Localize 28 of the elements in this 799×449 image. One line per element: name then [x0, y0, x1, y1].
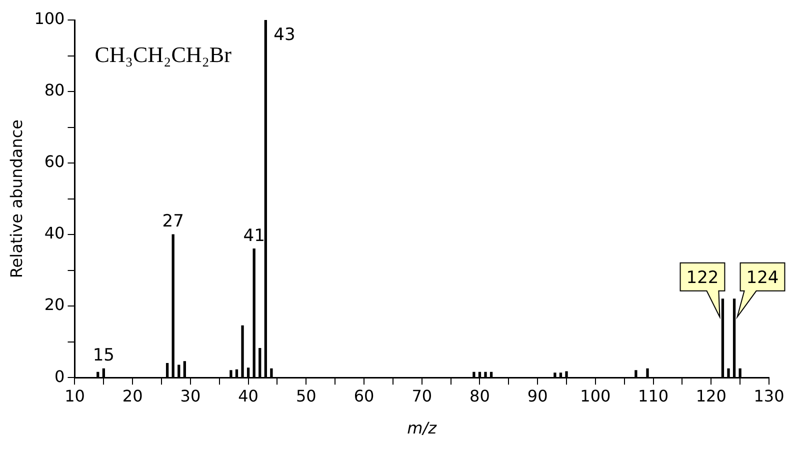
annotation: 43: [274, 25, 296, 45]
y-axis-title: Relative abundance: [6, 120, 26, 278]
x-tick-label: 110: [638, 386, 669, 406]
annotation: 15: [92, 346, 114, 366]
x-tick-label: 80: [470, 386, 490, 406]
x-tick-label: 60: [354, 386, 374, 406]
x-axis-title: m/z: [407, 418, 438, 438]
x-tick-label: 100: [580, 386, 611, 406]
x-tick-label: 50: [296, 386, 316, 406]
y-tick-label: 0: [54, 366, 65, 386]
annotation: CH₃CH₂CH₂Br: [94, 42, 232, 67]
x-tick-label: 20: [122, 386, 143, 406]
y-tick-label: 20: [44, 295, 65, 314]
y-tick-label: 60: [44, 152, 65, 172]
annotation: 124: [746, 268, 779, 288]
x-tick-label: 130: [754, 386, 784, 406]
x-tick-label: 30: [180, 386, 201, 406]
y-tick-label: 100: [34, 9, 65, 28]
annotation: 122: [686, 268, 719, 288]
x-tick-label: 120: [696, 386, 726, 406]
x-tick-label: 40: [238, 386, 258, 406]
annotation: 27: [162, 212, 184, 232]
annotation: 41: [243, 226, 265, 246]
y-tick-label: 80: [44, 80, 65, 100]
y-tick-label: 40: [44, 224, 65, 243]
x-tick-label: 10: [64, 386, 85, 406]
x-tick-label: 70: [412, 386, 432, 406]
x-tick-label: 90: [527, 386, 548, 406]
